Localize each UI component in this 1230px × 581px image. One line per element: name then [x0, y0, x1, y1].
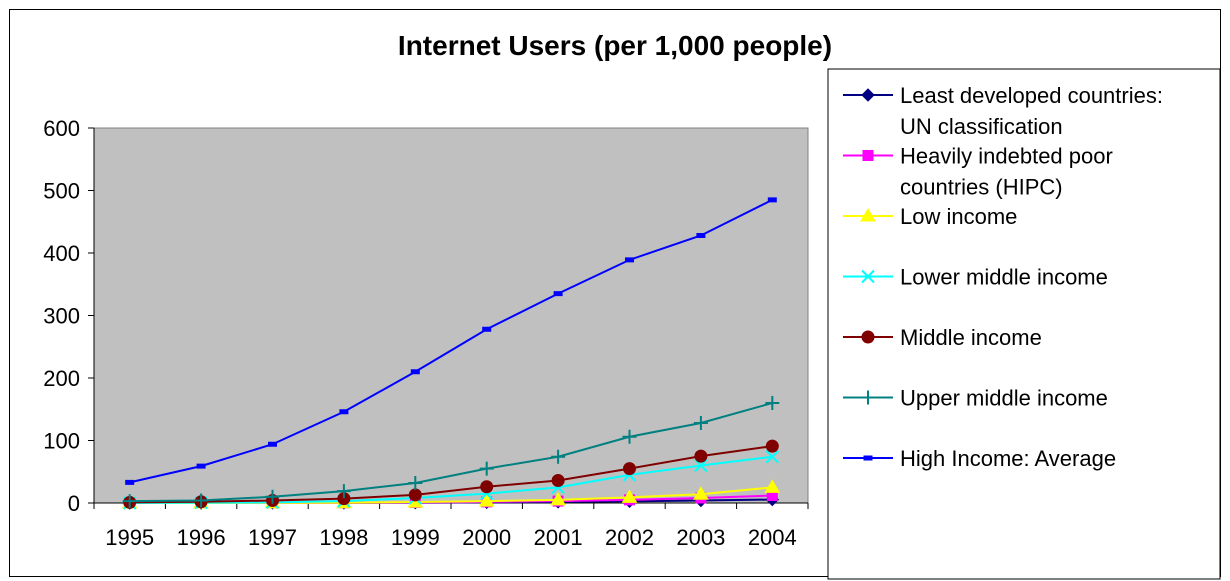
data-point	[268, 441, 277, 447]
data-point	[765, 396, 780, 410]
y-tick-label: 100	[43, 429, 80, 454]
legend-item: Heavily indebted poor countries (HIPC)	[843, 144, 1113, 200]
legend-item: Low income	[843, 204, 1017, 229]
legend-label: UN classification	[900, 114, 1063, 139]
data-point	[553, 291, 563, 297]
legend-label: Lower middle income	[900, 265, 1108, 290]
data-point	[694, 458, 708, 473]
data-point	[265, 489, 280, 504]
legend-label: Middle income	[900, 325, 1042, 350]
x-tick-label: 1996	[177, 525, 226, 550]
series-layer	[121, 197, 781, 510]
data-point	[196, 463, 206, 469]
legend-item: Middle income	[843, 325, 1042, 350]
y-tick-label: 600	[43, 116, 80, 141]
data-point	[408, 488, 422, 502]
data-point	[482, 326, 492, 332]
data-point	[339, 409, 349, 415]
series-line	[129, 445, 773, 504]
data-point	[480, 480, 494, 494]
legend-marker	[861, 88, 875, 102]
x-tick-label: 2000	[462, 525, 511, 550]
chart-title: Internet Users (per 1,000 people)	[398, 30, 832, 61]
data-point	[693, 416, 708, 430]
y-tick-label: 400	[43, 241, 80, 266]
legend-label: countries (HIPC)	[900, 175, 1063, 200]
x-tick-label: 1997	[248, 525, 297, 550]
legend-marker	[860, 208, 876, 222]
legend-marker	[861, 269, 875, 284]
data-point	[764, 479, 781, 493]
data-point	[550, 491, 566, 506]
data-point	[765, 450, 780, 464]
data-point	[767, 197, 777, 203]
x-tick-label: 2003	[676, 525, 725, 550]
data-point	[623, 462, 636, 476]
series-line	[129, 455, 773, 504]
legend-marker	[862, 150, 874, 161]
legend-marker	[863, 455, 873, 461]
data-point	[479, 461, 494, 476]
data-point	[551, 449, 566, 464]
legend-label: Least developed countries:	[900, 83, 1163, 108]
x-tick-label: 1995	[105, 525, 154, 550]
legend-item: Least developed countries: UN classificat…	[843, 83, 1163, 139]
legend-label: Heavily indebted poor	[900, 144, 1113, 169]
legend-label: Upper middle income	[900, 386, 1108, 411]
series-line	[129, 198, 773, 484]
legend: Least developed countries: UN classificat…	[827, 68, 1221, 580]
x-axis: 1995 1996 1997 1998 1999 2000 2001 2002 2003 2004	[93, 502, 809, 550]
y-tick-label: 500	[43, 179, 80, 204]
data-point	[478, 493, 495, 507]
data-point	[622, 429, 637, 444]
data-point	[125, 479, 135, 485]
legend-box	[827, 68, 1221, 580]
y-tick-label: 0	[68, 491, 80, 516]
data-point	[410, 369, 420, 375]
legend-label: Low income	[900, 204, 1017, 229]
y-axis: 0 100 200 300 400 500 600	[43, 116, 95, 516]
data-point	[625, 257, 634, 263]
data-point	[336, 484, 351, 499]
legend-item: Lower middle income	[843, 265, 1108, 290]
y-tick-label: 200	[43, 366, 80, 391]
x-tick-label: 1999	[391, 525, 440, 550]
data-point	[765, 439, 779, 453]
legend-marker	[861, 390, 875, 405]
data-point	[694, 449, 708, 463]
x-tick-label: 2002	[605, 525, 654, 550]
data-point	[621, 489, 638, 503]
series-line	[129, 402, 773, 503]
series-7	[125, 197, 777, 485]
series-6	[122, 396, 780, 509]
legend-item: High Income: Average	[843, 446, 1116, 471]
x-tick-label: 2001	[534, 525, 583, 550]
data-point	[122, 494, 137, 509]
legend-marker	[861, 330, 875, 344]
data-point	[194, 493, 209, 508]
legend-item: Upper middle income	[843, 386, 1108, 411]
data-point	[696, 233, 706, 238]
y-tick-label: 300	[43, 304, 80, 329]
plot-area	[93, 127, 809, 504]
data-point	[693, 486, 709, 500]
x-tick-label: 1998	[319, 525, 368, 550]
data-point	[408, 476, 423, 490]
data-point	[551, 474, 565, 487]
x-tick-label: 2004	[748, 525, 797, 550]
legend-label: High Income: Average	[900, 446, 1116, 471]
